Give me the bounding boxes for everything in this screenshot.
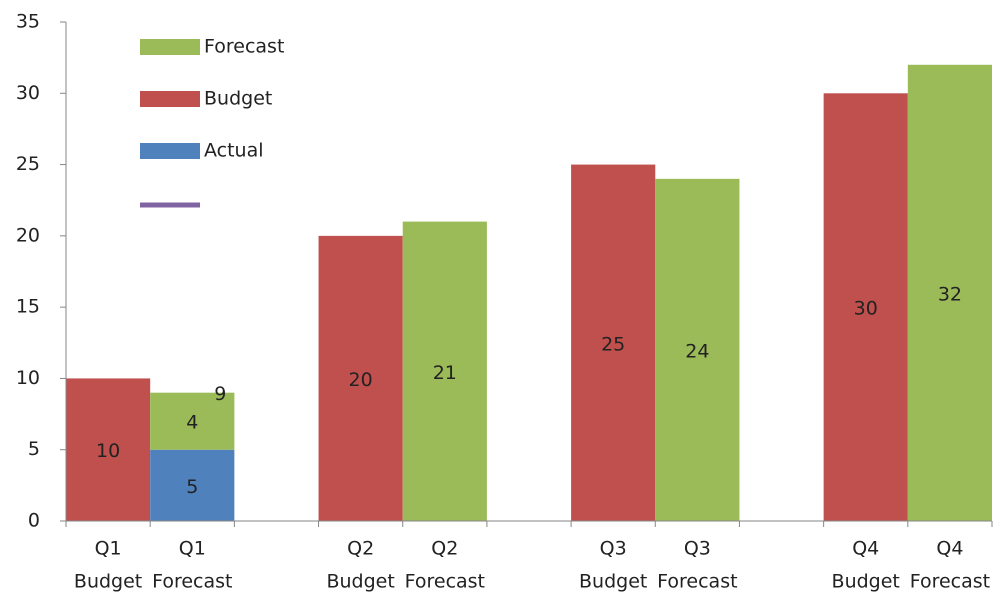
y-tick-label: 0 <box>28 510 40 532</box>
bar <box>571 164 656 522</box>
x-tick-label: Q4 <box>852 538 879 560</box>
x-tick-label: Q3 <box>684 538 711 560</box>
x-tick-label: Budget <box>579 571 647 593</box>
x-tick-label: Q1 <box>179 538 206 560</box>
data-label: 10 <box>96 440 120 462</box>
y-tick-label: 15 <box>16 296 40 318</box>
data-label: 5 <box>186 476 198 498</box>
data-label: 20 <box>349 369 373 391</box>
bar <box>150 392 235 450</box>
data-label: 30 <box>854 298 878 320</box>
bar <box>66 378 151 521</box>
x-tick-label: Budget <box>326 571 394 593</box>
legend-label: Budget <box>204 88 272 110</box>
legend-swatch <box>140 143 200 159</box>
x-tick-label: Budget <box>832 571 900 593</box>
y-tick-label: 10 <box>16 367 40 389</box>
legend-swatch <box>140 91 200 107</box>
bar <box>318 235 403 521</box>
data-label: 24 <box>685 340 709 362</box>
x-tick-label: Forecast <box>152 571 232 593</box>
legend-label: Forecast <box>204 36 284 58</box>
y-tick-label: 5 <box>28 438 40 460</box>
x-tick-label: Forecast <box>405 571 485 593</box>
y-tick-label: 35 <box>16 11 40 33</box>
x-tick-label: Q3 <box>600 538 627 560</box>
y-tick-label: 30 <box>16 82 40 104</box>
legend-label: Actual <box>204 140 264 162</box>
bar <box>823 93 908 522</box>
bar <box>655 178 740 522</box>
x-tick-label: Forecast <box>657 571 737 593</box>
bar <box>907 64 992 522</box>
bar <box>402 221 487 521</box>
x-tick-label: Q2 <box>347 538 374 560</box>
x-tick-label: Q1 <box>95 538 122 560</box>
x-tick-label: Q4 <box>936 538 963 560</box>
x-tick-label: Budget <box>74 571 142 593</box>
data-label: 4 <box>186 412 198 434</box>
data-label: 21 <box>433 362 457 384</box>
data-label: 9 <box>214 383 226 405</box>
data-label: 32 <box>938 283 962 305</box>
y-tick-label: 20 <box>16 224 40 246</box>
y-tick-label: 25 <box>16 153 40 175</box>
x-tick-label: Forecast <box>910 571 990 593</box>
x-tick-label: Q2 <box>431 538 458 560</box>
legend-swatch <box>140 39 200 55</box>
data-label: 25 <box>601 333 625 355</box>
bar <box>150 449 235 521</box>
